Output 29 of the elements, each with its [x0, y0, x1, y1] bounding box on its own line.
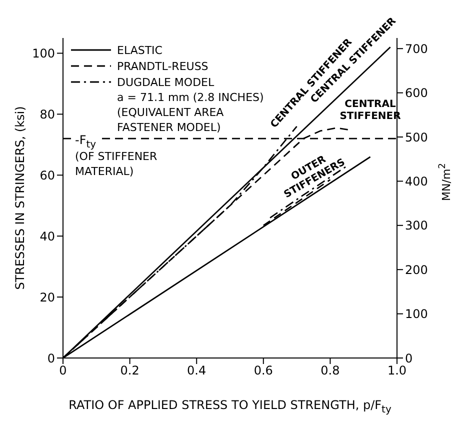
y-tick-label: 100 — [32, 46, 55, 60]
y2-tick-label: 100 — [405, 307, 428, 322]
y-tick-label: 40 — [40, 229, 55, 244]
y2-tick-label: 400 — [405, 174, 428, 188]
y2-tick-label: 700 — [405, 42, 428, 56]
x-tick-label: 1.0 — [387, 364, 407, 378]
annotation: (EQUIVALENT AREA FASTENER MODEL) — [117, 105, 225, 135]
y-tick-label: 20 — [40, 290, 55, 304]
annotation: (OF STIFFENER MATERIAL) — [75, 150, 158, 179]
x-tick-label: 0.4 — [187, 364, 206, 378]
legend-label: PRANDTL-REUSS — [117, 60, 208, 72]
y-tick-label: 0 — [47, 351, 55, 366]
legend-label: ELASTIC — [117, 44, 162, 56]
legend-label: DUGDALE MODEL — [117, 76, 214, 88]
y-axis-title: STRESSES IN STRINGERS, (ksi) — [13, 106, 27, 290]
y-tick-label: 60 — [40, 168, 55, 182]
ref-line-label: -F$_{ty}$ — [73, 132, 98, 150]
x-tick-label: 0 — [59, 364, 67, 378]
y2-tick-label: 600 — [405, 86, 428, 100]
x-tick-label: 0.8 — [320, 364, 340, 378]
x-tick-label: 0.6 — [254, 364, 273, 378]
y2-tick-label: 0 — [405, 351, 413, 366]
y2-tick-label: 500 — [405, 130, 428, 144]
x-axis-title: RATIO OF APPLIED STRESS TO YIELD STRENGTH, p/F$_{ty}$ — [68, 398, 392, 416]
x-tick-label: 0.2 — [120, 364, 140, 378]
y-tick-label: 80 — [40, 107, 55, 122]
annotation: a = 71.1 mm (2.8 INCHES) — [117, 90, 265, 105]
y2-tick-label: 300 — [405, 218, 428, 233]
y2-tick-label: 200 — [405, 262, 428, 277]
